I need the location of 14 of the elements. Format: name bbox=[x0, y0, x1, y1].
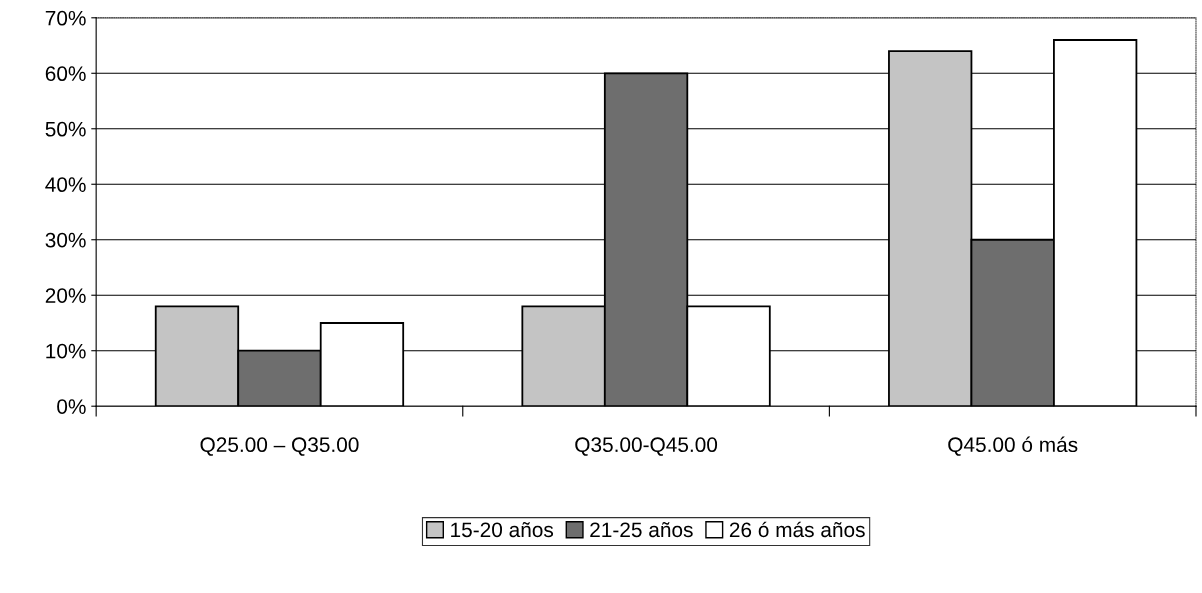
y-tick-label: 0% bbox=[57, 399, 86, 414]
legend-label: 21-25 años bbox=[590, 522, 693, 538]
x-tick-label: Q45.00 ó más bbox=[948, 436, 1078, 456]
legend-label: 15-20 años bbox=[451, 522, 554, 538]
x-tick-label: Q35.00-Q45.00 bbox=[575, 437, 718, 456]
legend-label: 26 ó más años bbox=[729, 521, 865, 538]
y-tick-label: 10% bbox=[46, 343, 86, 359]
x-tick-label: Q25.00 – Q35.00 bbox=[200, 437, 359, 456]
y-tick-label: 50% bbox=[45, 121, 86, 137]
y-tick-label: 30% bbox=[45, 232, 86, 248]
y-tick-label: 70% bbox=[45, 10, 86, 26]
y-tick-label: 40% bbox=[45, 177, 86, 193]
y-tick-label: 20% bbox=[45, 288, 86, 303]
y-tick-label: 60% bbox=[45, 66, 86, 82]
